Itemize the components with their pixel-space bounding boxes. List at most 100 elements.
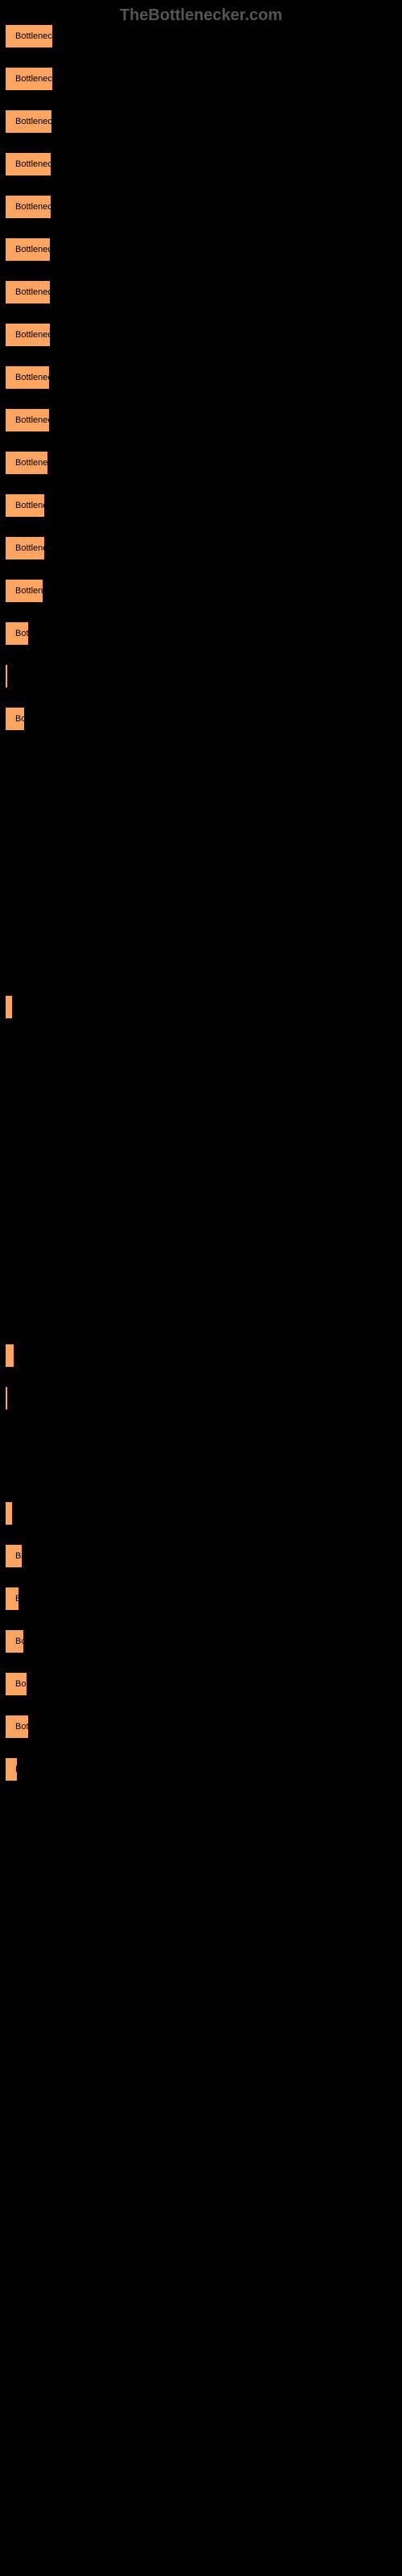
bar-label: Bottleneck r [15,415,55,425]
bar-row [0,1386,402,1410]
bar: Bott [5,1544,23,1568]
bar-row [0,664,402,688]
bar: Bottleneck [5,451,48,475]
bar-row: Bottleneck res [0,67,402,91]
bar-chart: Bottleneck resBottleneck resBottleneck r… [0,24,402,1800]
bar-row: Bottle [0,1672,402,1696]
bar: Bottleneck [5,579,43,603]
bar-row: Bottleneck [0,579,402,603]
bar: Bottleneck res [5,24,53,48]
bar-row: Bottleneck [0,451,402,475]
bar: Bottle [5,1715,29,1739]
watermark-text: TheBottlenecker.com [120,6,282,25]
bar-label: Bo [15,1594,25,1604]
bar-label: Bottleneck re [15,117,58,126]
row-spacer [0,1019,402,1038]
row-spacer [0,603,402,621]
bar-row: Bottleneck [0,493,402,518]
bar: Bottleneck re [5,109,52,134]
bar-row: Bottleneck r [0,408,402,432]
bar: Bo [5,1587,19,1611]
bar-label: Bottleneck res [15,74,59,84]
row-spacer [0,1653,402,1672]
bar-label: Bo [15,1765,23,1774]
bar-row: Bottleneck re [0,323,402,347]
bar: Bottleneck res [5,67,53,91]
bar-row: Bottleneck re [0,237,402,262]
bar: Bottl [5,1629,24,1653]
row-spacer [0,262,402,280]
bar: Bottleneck re [5,195,51,219]
bar-label: Bott [15,714,31,724]
bar: B [5,1501,13,1525]
bar: Bottleneck re [5,323,51,347]
bar-row: Bottl [0,1629,402,1653]
bar-row: Bottleneck r [0,365,402,390]
bar-label: Bottleneck re [15,245,56,254]
bar-label: B [15,1002,18,1012]
bar-label: Bottleneck re [15,159,57,169]
bar-label: Bottleneck [15,501,51,510]
bar: Bottleneck re [5,280,51,304]
spacer [0,1038,402,1344]
row-spacer [0,1696,402,1715]
bar: Bottle [5,1672,27,1696]
bar-label: Bottleneck [15,586,49,596]
bar-label: Bo [15,1351,20,1360]
bar: Bottleneck r [5,408,50,432]
bar: Bo [5,1344,14,1368]
bar-row: Bo [0,1757,402,1781]
row-spacer [0,1781,402,1800]
bar-label: Bottle [15,629,35,638]
bar-row: Bottleneck re [0,109,402,134]
row-spacer [0,1410,402,1429]
bar-label: Bottleneck re [15,202,57,212]
bar-label: Bottleneck re [15,287,56,297]
row-spacer [0,1525,402,1544]
bar-row: Bottleneck re [0,195,402,219]
bar: Bottle [5,621,29,646]
bar-row: Bott [0,1544,402,1568]
row-spacer [0,48,402,67]
spacer [0,749,402,995]
row-spacer [0,688,402,707]
bar [5,664,8,688]
row-spacer [0,1368,402,1386]
bar-row: Bo [0,1344,402,1368]
bar: Bottleneck re [5,152,51,176]
bar [5,1386,8,1410]
bar-label: Bottleneck r [15,373,55,382]
bar-row: Bottle [0,1715,402,1739]
bar-label: Bottleneck [15,458,54,468]
bar: Bottleneck re [5,237,51,262]
row-spacer [0,304,402,323]
bar-label: Bottle [15,1722,35,1732]
row-spacer [0,646,402,664]
bar-row: Bottleneck re [0,280,402,304]
bar-label: Bottleneck [15,543,51,553]
bar-row: Bottleneck [0,536,402,560]
row-spacer [0,731,402,749]
bar-row: Bo [0,1587,402,1611]
bar-row: Bottle [0,621,402,646]
row-spacer [0,1568,402,1587]
row-spacer [0,1611,402,1629]
row-spacer [0,432,402,451]
bar: Bottleneck r [5,365,50,390]
bar: Bo [5,1757,18,1781]
bar: Bottleneck [5,536,45,560]
row-spacer [0,1739,402,1757]
bar-row: Bottleneck re [0,152,402,176]
bar-label: Bottl [15,1637,30,1646]
bar-label: Bott [15,1551,28,1561]
row-spacer [0,134,402,152]
bar-row: Bott [0,707,402,731]
row-spacer [0,390,402,408]
row-spacer [0,518,402,536]
bar: Bottleneck [5,493,45,518]
row-spacer [0,475,402,493]
row-spacer [0,91,402,109]
bar-label: Bottleneck re [15,330,56,340]
bar-label: Bottleneck res [15,31,59,41]
bar-row: B [0,995,402,1019]
